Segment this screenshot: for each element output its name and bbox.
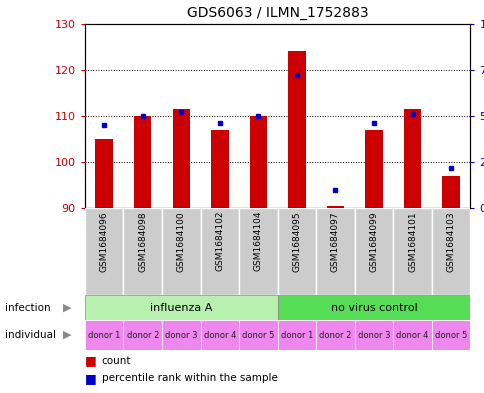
Text: GSM1684100: GSM1684100 — [176, 211, 185, 272]
Bar — [316, 320, 354, 350]
Text: donor 3: donor 3 — [357, 331, 390, 340]
Bar — [354, 208, 393, 295]
Text: ■: ■ — [85, 354, 96, 367]
Text: GSM1684099: GSM1684099 — [369, 211, 378, 272]
Text: GSM1684103: GSM1684103 — [446, 211, 455, 272]
Text: donor 4: donor 4 — [203, 331, 236, 340]
Bar — [431, 208, 469, 295]
Bar — [162, 208, 200, 295]
Text: GSM1684098: GSM1684098 — [138, 211, 147, 272]
Text: no virus control: no virus control — [330, 303, 417, 312]
Bar — [277, 320, 316, 350]
Bar — [211, 130, 228, 208]
Bar — [431, 320, 469, 350]
Bar — [134, 116, 151, 208]
Bar — [249, 116, 267, 208]
Text: percentile rank within the sample: percentile rank within the sample — [102, 373, 277, 383]
Bar — [316, 208, 354, 295]
Bar — [287, 51, 305, 208]
Text: infection: infection — [5, 303, 50, 312]
Text: GSM1684095: GSM1684095 — [292, 211, 301, 272]
Text: GSM1684097: GSM1684097 — [330, 211, 339, 272]
Bar — [393, 320, 431, 350]
Text: ■: ■ — [85, 371, 96, 385]
Bar — [239, 320, 277, 350]
Text: donor 2: donor 2 — [318, 331, 351, 340]
Bar — [441, 176, 459, 208]
Text: donor 3: donor 3 — [165, 331, 197, 340]
Bar — [85, 208, 123, 295]
Bar — [364, 130, 382, 208]
Bar — [200, 320, 239, 350]
Text: individual: individual — [5, 330, 56, 340]
Bar — [172, 109, 190, 208]
Bar — [200, 208, 239, 295]
Text: influenza A: influenza A — [150, 303, 212, 312]
Bar — [403, 109, 421, 208]
Bar — [162, 320, 200, 350]
Bar — [239, 208, 277, 295]
Bar — [354, 320, 393, 350]
Text: GSM1684102: GSM1684102 — [215, 211, 224, 272]
Bar — [95, 139, 113, 208]
Text: GSM1684096: GSM1684096 — [99, 211, 108, 272]
Bar — [123, 320, 162, 350]
Title: GDS6063 / ILMN_1752883: GDS6063 / ILMN_1752883 — [186, 6, 368, 20]
Text: donor 1: donor 1 — [280, 331, 313, 340]
Bar — [393, 208, 431, 295]
Bar — [277, 208, 316, 295]
Bar — [85, 295, 277, 320]
Bar — [277, 295, 469, 320]
Bar — [326, 206, 344, 208]
Text: donor 5: donor 5 — [242, 331, 274, 340]
Bar — [85, 320, 123, 350]
Bar — [123, 208, 162, 295]
Text: GSM1684101: GSM1684101 — [407, 211, 416, 272]
Text: ▶: ▶ — [63, 303, 72, 312]
Text: donor 1: donor 1 — [88, 331, 120, 340]
Text: donor 4: donor 4 — [395, 331, 428, 340]
Text: donor 2: donor 2 — [126, 331, 159, 340]
Text: donor 5: donor 5 — [434, 331, 467, 340]
Text: count: count — [102, 356, 131, 366]
Text: ▶: ▶ — [63, 330, 72, 340]
Text: GSM1684104: GSM1684104 — [253, 211, 262, 272]
